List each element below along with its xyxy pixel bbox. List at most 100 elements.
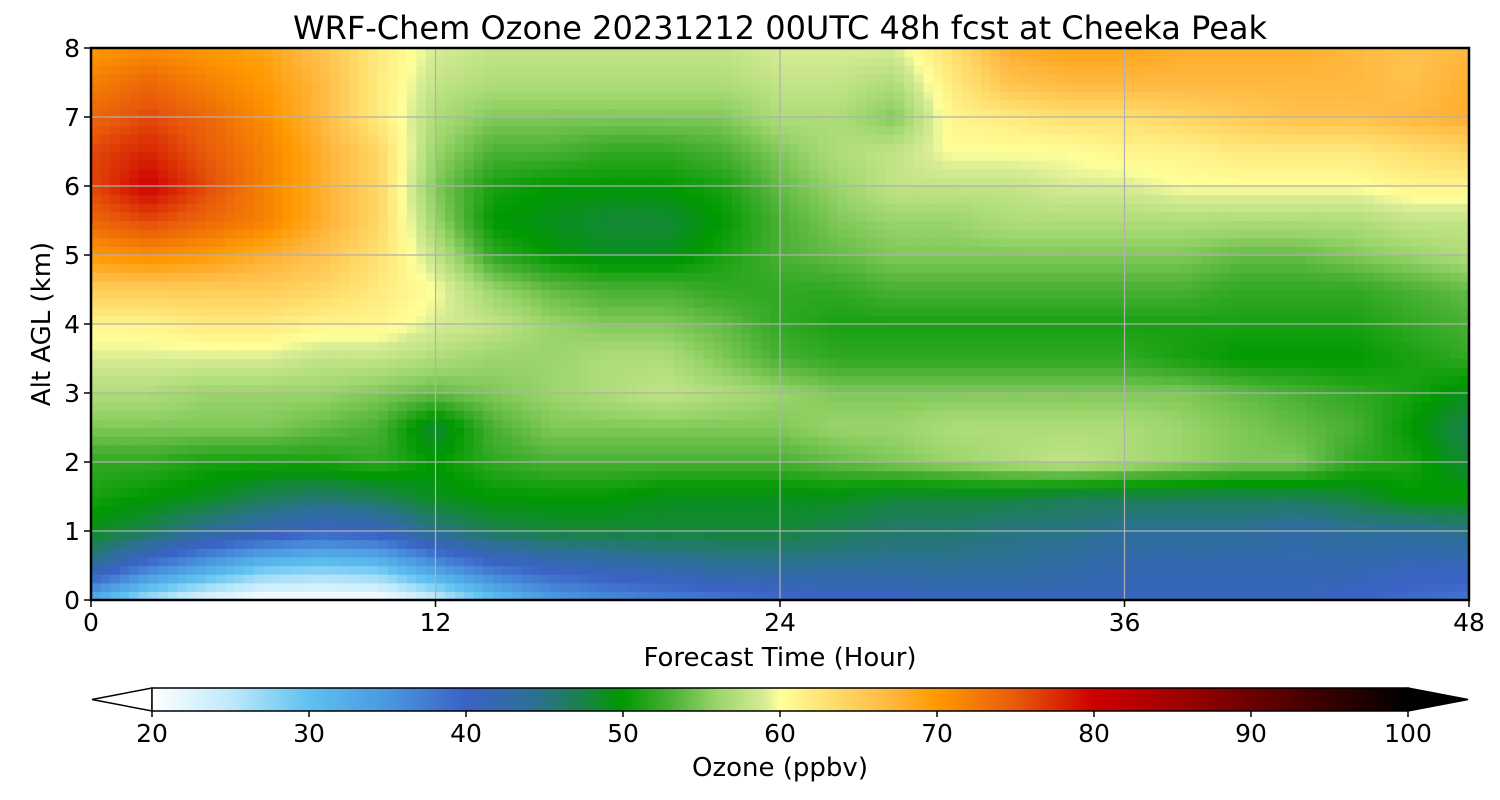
heatmap-cell xyxy=(291,505,303,515)
heatmap-cell xyxy=(1095,574,1106,584)
heatmap-cell xyxy=(1402,513,1413,523)
heatmap-cell xyxy=(550,306,561,316)
heatmap-cell xyxy=(674,470,685,480)
heatmap-cell xyxy=(110,384,121,394)
heatmap-cell xyxy=(1162,453,1173,463)
heatmap-cell xyxy=(799,418,810,429)
heatmap-cell xyxy=(904,548,915,558)
heatmap-cell xyxy=(894,522,905,532)
heatmap-cell xyxy=(186,591,197,600)
heatmap-cell xyxy=(1402,548,1413,558)
heatmap-cell xyxy=(655,315,666,325)
heatmap-cell xyxy=(1124,531,1135,541)
heatmap-cell xyxy=(1028,574,1039,584)
heatmap-cell xyxy=(339,315,350,325)
heatmap-cell xyxy=(1076,418,1087,429)
heatmap-cell xyxy=(1076,582,1087,592)
heatmap-cell xyxy=(579,496,590,506)
heatmap-cell xyxy=(167,410,178,420)
heatmap-cell xyxy=(1009,462,1020,472)
heatmap-cell xyxy=(425,565,437,575)
heatmap-cell xyxy=(1181,565,1193,575)
heatmap-cell xyxy=(607,367,618,377)
heatmap-cell xyxy=(531,332,542,342)
heatmap-cell xyxy=(540,591,551,600)
heatmap-cell xyxy=(722,487,733,498)
heatmap-cell xyxy=(282,436,293,446)
heatmap-cell xyxy=(923,479,934,489)
heatmap-cell xyxy=(1287,427,1298,437)
heatmap-cell xyxy=(1124,462,1135,472)
heatmap-cell xyxy=(1459,591,1469,600)
heatmap-cell xyxy=(904,487,915,498)
heatmap-cell xyxy=(445,453,456,463)
heatmap-cell xyxy=(445,418,456,429)
heatmap-cell xyxy=(416,349,427,360)
heatmap-cell xyxy=(904,306,915,316)
heatmap-cell xyxy=(1038,531,1049,541)
heatmap-cell xyxy=(349,349,360,360)
heatmap-cell xyxy=(138,384,150,394)
heatmap-cell xyxy=(358,306,370,316)
heatmap-cell xyxy=(1430,358,1441,368)
heatmap-cell xyxy=(148,427,159,437)
heatmap-cell xyxy=(483,298,494,308)
heatmap-cell xyxy=(397,410,408,420)
heatmap-cell xyxy=(1220,384,1231,394)
heatmap-cell xyxy=(741,496,752,506)
heatmap-cell xyxy=(1363,574,1374,584)
heatmap-cell xyxy=(1181,470,1193,480)
heatmap-cell xyxy=(531,513,542,523)
heatmap-cell xyxy=(703,315,714,325)
heatmap-cell xyxy=(531,324,542,334)
heatmap-cell xyxy=(1220,341,1231,351)
heatmap-cell xyxy=(1306,522,1317,532)
heatmap-cell xyxy=(980,401,992,411)
heatmap-cell xyxy=(1449,444,1461,454)
heatmap-cell xyxy=(464,487,475,498)
heatmap-cell xyxy=(607,582,618,592)
heatmap-cell xyxy=(579,539,590,549)
heatmap-cell xyxy=(397,513,408,523)
heatmap-cell xyxy=(617,375,628,385)
heatmap-cell xyxy=(540,531,551,541)
heatmap-cell xyxy=(521,487,532,498)
heatmap-cell xyxy=(913,513,925,523)
heatmap-cell xyxy=(1201,513,1212,523)
heatmap-cell xyxy=(1114,384,1126,394)
heatmap-cell xyxy=(358,358,370,368)
heatmap-cell xyxy=(1114,367,1126,377)
heatmap-cell xyxy=(980,531,992,541)
heatmap-cell xyxy=(1268,539,1279,549)
heatmap-cell xyxy=(980,470,992,480)
heatmap-cell xyxy=(368,436,379,446)
heatmap-cell xyxy=(91,444,102,454)
heatmap-cell xyxy=(1296,505,1307,515)
heatmap-cell xyxy=(291,324,303,334)
heatmap-cell xyxy=(320,505,331,515)
heatmap-cell xyxy=(1459,556,1469,567)
heatmap-cell xyxy=(722,375,733,385)
heatmap-cell xyxy=(445,470,456,480)
heatmap-cell xyxy=(282,401,293,411)
heatmap-cell xyxy=(1430,539,1441,549)
heatmap-cell xyxy=(942,479,953,489)
heatmap-cell xyxy=(1248,462,1260,472)
heatmap-cell xyxy=(397,453,408,463)
heatmap-cell xyxy=(665,375,676,385)
heatmap-cell xyxy=(1105,582,1116,592)
heatmap-cell xyxy=(722,393,733,403)
heatmap-cell xyxy=(454,565,465,575)
heatmap-cell xyxy=(674,341,685,351)
heatmap-cell xyxy=(789,393,800,403)
heatmap-cell xyxy=(1134,462,1145,472)
heatmap-cell xyxy=(713,556,724,567)
heatmap-cell xyxy=(157,349,169,360)
heatmap-cell xyxy=(406,393,417,403)
heatmap-cell xyxy=(540,565,551,575)
heatmap-cell xyxy=(933,298,944,308)
heatmap-cell xyxy=(741,548,752,558)
heatmap-cell xyxy=(1325,539,1336,549)
heatmap-cell xyxy=(1392,410,1403,420)
heatmap-cell xyxy=(148,410,159,420)
